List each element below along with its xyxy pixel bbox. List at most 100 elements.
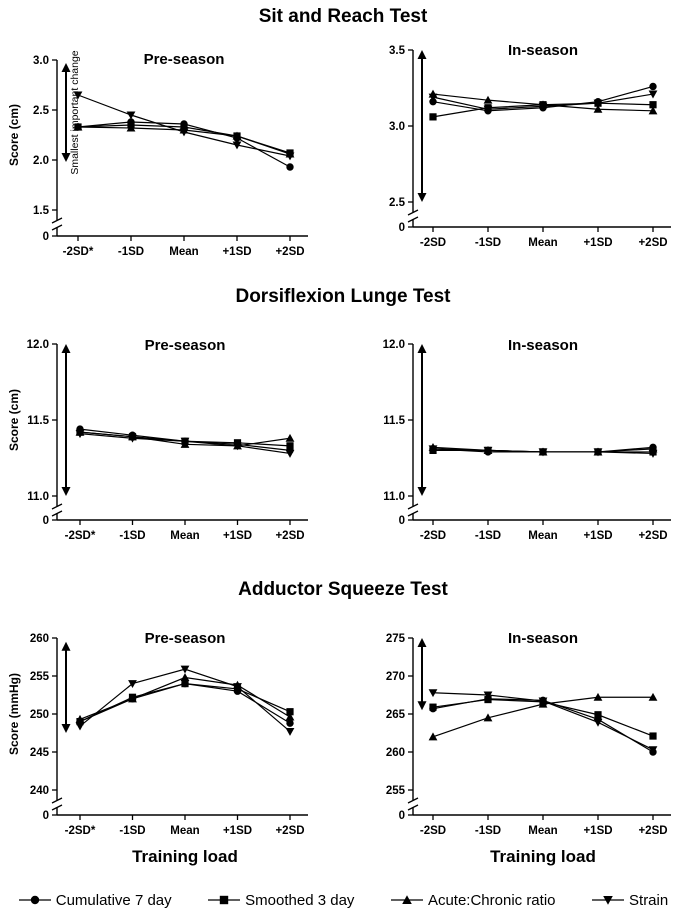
data-point	[286, 442, 294, 450]
data-point	[126, 123, 136, 132]
data-point	[428, 93, 438, 102]
axis-break-mark	[407, 804, 419, 811]
series-strain	[428, 445, 658, 458]
panel-title: In-season	[508, 337, 578, 354]
x-tick-label: +1SD	[583, 530, 612, 542]
axis-break-mark	[51, 503, 63, 510]
legend-label-acwr: Acute:Chronic ratio	[427, 891, 556, 909]
sic-arrow-head-down-icon	[417, 487, 427, 496]
data-point	[483, 105, 493, 114]
data-point	[128, 680, 137, 688]
sic-label: Smallest important change	[69, 50, 81, 174]
data-point	[429, 703, 437, 711]
series-acute-chronic-ratio	[73, 122, 295, 158]
series-strain	[73, 91, 295, 161]
data-point	[126, 111, 136, 120]
data-point	[593, 99, 603, 108]
data-point	[180, 665, 190, 674]
data-point	[181, 680, 189, 688]
chart-panel-2: 2.5 3.0 3.5 0 -2SD -1SD Mean +1SD +2SD In-season	[389, 42, 671, 249]
data-point	[649, 732, 657, 740]
charts: 1.5 2.0 2.5 3.0 0 -2SD* -1SD Mean +1SD +2SD Pre-se…	[7, 42, 671, 837]
y-tick-label: 255	[30, 671, 50, 683]
data-point	[285, 152, 295, 161]
sic-arrow-head-down-icon	[61, 724, 71, 733]
legend-label-smoothed: Smoothed 3 day	[245, 891, 355, 909]
y-tick-label: 2.5	[389, 197, 406, 209]
y-tick-label: 260	[386, 747, 405, 759]
x-tick-label: -2SD*	[65, 530, 96, 542]
sic-arrow-head-up-icon	[61, 63, 71, 72]
data-point	[429, 113, 437, 121]
x-tick-label: Mean	[528, 530, 557, 542]
series-strain	[428, 689, 658, 755]
series-line	[79, 682, 291, 723]
data-point	[75, 430, 85, 439]
y-tick-label: 250	[30, 709, 49, 721]
y-tick-label: 245	[30, 747, 50, 759]
chart-panel-1: 1.5 2.0 2.5 3.0 0 -2SD* -1SD Mean +1SD +2SD Pre-se…	[7, 50, 308, 258]
axis-break-mark	[51, 804, 63, 811]
y-tick-label: 11.5	[27, 415, 49, 427]
legend-label-strain: Strain	[629, 891, 669, 909]
chart-panel-4: 11.0 11.5 12.0 0 -2SD -1SD Mean +1SD +2SD In-seas…	[383, 337, 671, 542]
x-tick-label: -2SD	[420, 825, 446, 837]
data-point	[128, 694, 137, 703]
data-point	[649, 101, 657, 109]
x-tick-label: Mean	[170, 825, 199, 837]
panel-title: In-season	[508, 630, 578, 647]
y-tick-label: 11.5	[383, 415, 405, 427]
y-tick-label: 2.5	[33, 105, 50, 117]
data-point	[285, 727, 295, 736]
y-tick-label: 3.0	[33, 55, 49, 67]
data-point	[180, 673, 190, 682]
data-point	[649, 82, 657, 91]
data-point	[75, 714, 85, 723]
legend-item-smoothed: Smoothed 3 day	[207, 892, 354, 909]
y-tick-label: 255	[386, 785, 406, 797]
y-tick-label: 3.5	[389, 45, 406, 57]
data-point	[483, 95, 493, 104]
panel-title: In-season	[508, 42, 578, 59]
x-tick-label: Mean	[169, 246, 198, 258]
x-axis-label-left: Training load	[132, 847, 238, 866]
data-point	[286, 163, 294, 171]
sic-arrow-head-down-icon	[61, 487, 71, 496]
x-tick-label: +2SD	[638, 530, 667, 542]
data-point	[429, 97, 437, 106]
x-tick-label: -1SD	[119, 530, 145, 542]
y-tick-label-zero: 0	[43, 515, 49, 527]
y-tick-label-zero: 0	[43, 810, 49, 822]
sic-arrow-head-down-icon	[417, 193, 427, 202]
sic-arrow-head-up-icon	[417, 638, 427, 647]
square-marker-icon	[208, 895, 241, 905]
axis-break-mark	[407, 503, 419, 510]
sic-arrow-head-up-icon	[417, 50, 427, 59]
data-point	[285, 712, 295, 721]
y-tick-label: 2.0	[33, 155, 49, 167]
x-tick-label: Mean	[170, 530, 199, 542]
x-tick-label: -2SD*	[63, 246, 94, 258]
x-tick-label: Mean	[528, 825, 557, 837]
triangle-down-marker-icon	[592, 896, 625, 905]
axis-break-mark	[51, 217, 63, 224]
legend-item-strain: Strain	[591, 892, 668, 909]
y-tick-label: 12.0	[27, 339, 49, 351]
data-point	[484, 695, 492, 704]
data-point	[180, 437, 190, 446]
y-tick-label: 265	[386, 709, 406, 721]
section-title-dorsiflexion: Dorsiflexion Lunge Test	[235, 286, 451, 307]
y-tick-label-zero: 0	[399, 222, 405, 234]
legend-item-acwr: Acute:Chronic ratio	[390, 892, 556, 909]
panel-title: Pre-season	[144, 51, 225, 68]
sic-arrow-head-up-icon	[417, 344, 427, 353]
data-point	[428, 445, 438, 454]
data-point	[285, 449, 295, 458]
y-axis-label: Score (mmHg)	[7, 673, 21, 755]
x-tick-label: -2SD	[420, 530, 446, 542]
data-point	[594, 711, 602, 719]
y-tick-label: 11.0	[383, 491, 405, 503]
data-point	[483, 446, 493, 455]
data-point	[538, 448, 548, 457]
panel-title: Pre-season	[145, 630, 226, 647]
